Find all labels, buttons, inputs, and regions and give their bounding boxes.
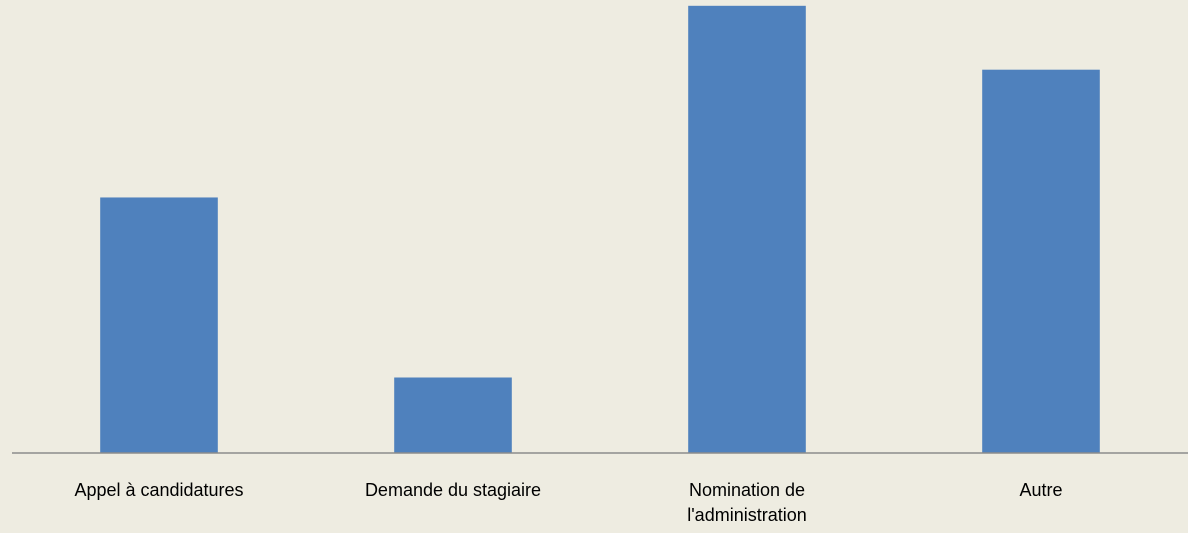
x-tick-label: Autre [1019,480,1063,500]
bar [688,5,806,454]
bar [982,69,1100,453]
bar [100,197,218,453]
bar [394,377,512,453]
x-tick-label: Nomination de l'administration [687,480,807,525]
x-tick-label: Appel à candidatures [74,480,244,500]
x-tick-label: Demande du stagiaire [364,480,542,500]
